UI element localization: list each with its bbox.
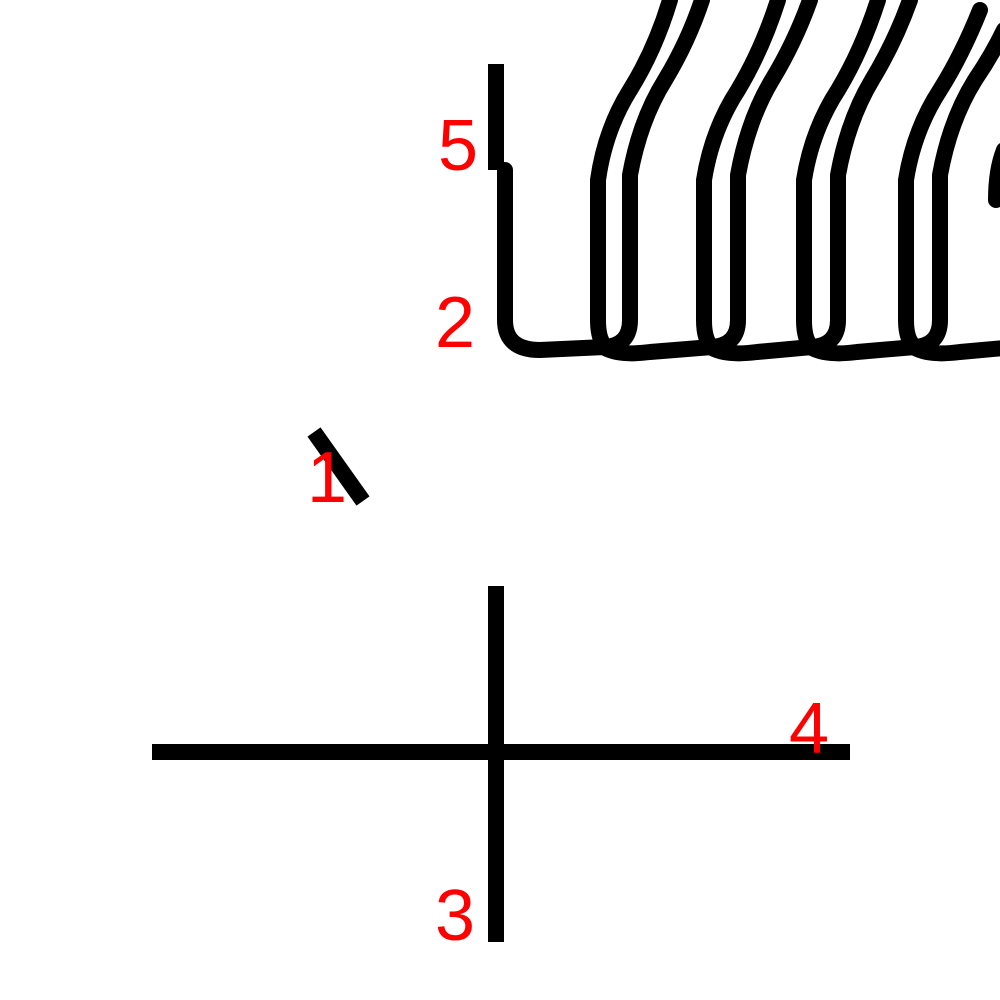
stroke-label-3: 3	[435, 876, 475, 956]
stroke-2-loop-f	[804, 23, 1000, 362]
stroke-2-loop-c	[696, 0, 786, 355]
stroke-2-loop-e	[796, 0, 886, 355]
stroke-label-4: 4	[789, 689, 829, 769]
stroke-2-loop-d	[704, 0, 918, 362]
stroke-label-5: 5	[438, 106, 478, 186]
stroke-2-loop-a	[590, 0, 678, 355]
stroke-2-loop-h	[907, 340, 1000, 362]
stroke-label-2: 2	[435, 283, 475, 363]
stroke-2-loop-b	[597, 0, 818, 362]
stroke-2-loop-g	[898, 2, 988, 355]
stroke-2-loop-i	[988, 143, 1000, 208]
stroke-label-1: 1	[307, 438, 347, 518]
stroke-1	[307, 427, 370, 506]
stroke-2	[497, 0, 710, 358]
